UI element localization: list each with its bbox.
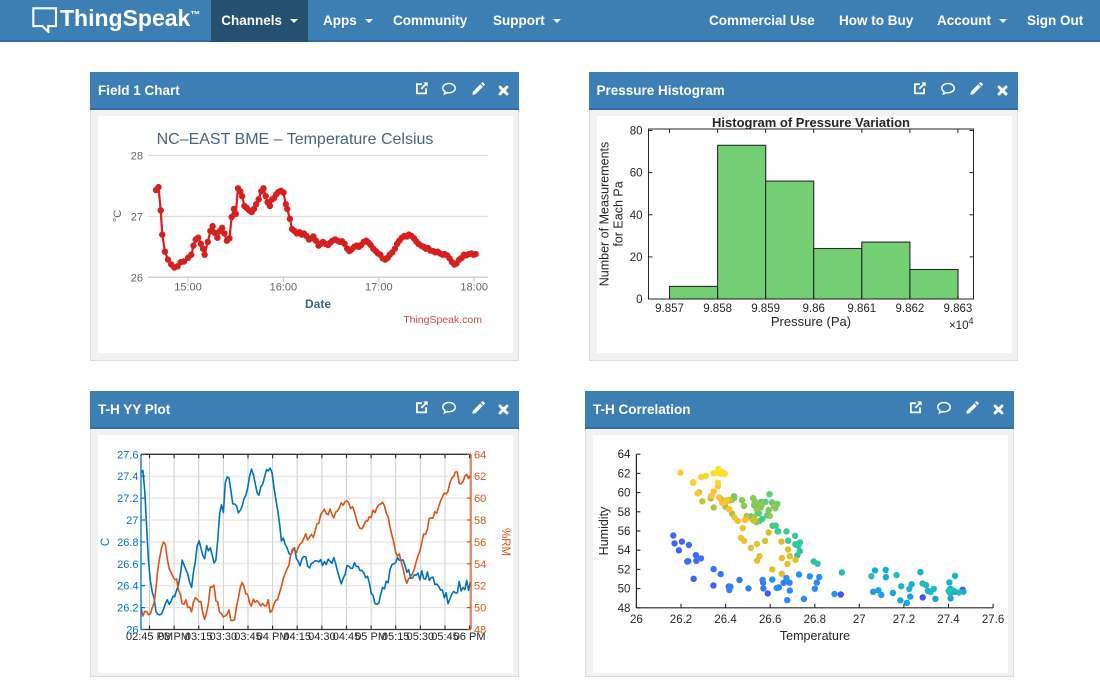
svg-text:64: 64 [474, 449, 486, 461]
svg-text:52: 52 [618, 564, 631, 576]
svg-text:Temperature: Temperature [780, 629, 850, 643]
svg-text:ThingSpeak.com: ThingSpeak.com [403, 314, 482, 326]
svg-text:03:30: 03:30 [210, 631, 238, 643]
svg-text:26: 26 [630, 614, 643, 626]
svg-text:58: 58 [474, 515, 486, 527]
svg-text:06 PM: 06 PM [454, 631, 486, 643]
svg-text:03:45: 03:45 [234, 631, 262, 643]
svg-text:26.2: 26.2 [670, 614, 692, 626]
svg-text:54: 54 [618, 545, 631, 557]
svg-text:15:00: 15:00 [174, 281, 202, 293]
svg-text:04:15: 04:15 [283, 631, 311, 643]
svg-text:9.86: 9.86 [802, 303, 824, 315]
svg-text:×104: ×104 [948, 316, 973, 332]
svg-text:9.862: 9.862 [895, 303, 924, 315]
svg-text:58: 58 [618, 507, 631, 519]
svg-text:50: 50 [618, 584, 631, 596]
svg-text:9.858: 9.858 [703, 303, 732, 315]
svg-text:04:45: 04:45 [333, 631, 361, 643]
svg-text:NC–EAST BME – Temperature Cels: NC–EAST BME – Temperature Celsius [157, 131, 434, 148]
svg-text:Humidity: Humidity [597, 506, 611, 555]
svg-text:80: 80 [629, 126, 642, 138]
svg-text:16:00: 16:00 [270, 281, 298, 293]
svg-text:26.2: 26.2 [117, 603, 138, 615]
svg-text:60: 60 [629, 168, 642, 180]
svg-text:Histogram of Pressure Variatio: Histogram of Pressure Variation [712, 116, 910, 130]
svg-text:02:45 PM: 02:45 PM [126, 631, 173, 643]
svg-text:27: 27 [853, 614, 866, 626]
svg-text:Date: Date [305, 297, 331, 311]
svg-text:03 PM: 03 PM [158, 631, 190, 643]
svg-text:°C: °C [112, 210, 124, 222]
svg-text:48: 48 [618, 603, 631, 615]
svg-text:05 PM: 05 PM [355, 631, 387, 643]
svg-text:27.2: 27.2 [893, 614, 915, 626]
svg-text:28: 28 [131, 150, 143, 162]
svg-text:05:15: 05:15 [382, 631, 410, 643]
svg-text:04:30: 04:30 [308, 631, 336, 643]
svg-text:52: 52 [474, 581, 486, 593]
svg-text:05:45: 05:45 [431, 631, 459, 643]
svg-text:27.2: 27.2 [117, 493, 138, 505]
svg-text:27: 27 [126, 515, 138, 527]
svg-text:27.6: 27.6 [982, 614, 1004, 626]
svg-text:26.8: 26.8 [804, 614, 826, 626]
svg-text:56: 56 [618, 526, 631, 538]
svg-text:%RM: %RM [499, 528, 511, 556]
svg-text:60: 60 [474, 493, 486, 505]
svg-text:Number of Measurementsfor Each: Number of Measurementsfor Each Pa [597, 142, 625, 287]
svg-text:64: 64 [618, 449, 631, 461]
svg-text:27: 27 [131, 211, 143, 223]
svg-text:26: 26 [126, 625, 138, 637]
svg-text:Pressure (Pa): Pressure (Pa) [770, 314, 850, 329]
svg-text:04 PM: 04 PM [257, 631, 289, 643]
svg-text:26.6: 26.6 [759, 614, 781, 626]
svg-text:26: 26 [131, 272, 143, 284]
svg-text:9.863: 9.863 [943, 303, 972, 315]
svg-text:56: 56 [474, 537, 486, 549]
svg-text:9.857: 9.857 [655, 303, 684, 315]
svg-text:40: 40 [629, 210, 642, 222]
svg-text:27.6: 27.6 [117, 449, 138, 461]
svg-text:9.861: 9.861 [847, 303, 876, 315]
svg-text:27.4: 27.4 [117, 471, 138, 483]
svg-text:18:00: 18:00 [460, 281, 488, 293]
svg-text:26.4: 26.4 [714, 614, 737, 626]
svg-text:26.4: 26.4 [117, 581, 138, 593]
svg-text:60: 60 [618, 488, 631, 500]
svg-text:17:00: 17:00 [365, 281, 393, 293]
svg-text:54: 54 [474, 559, 486, 571]
svg-text:48: 48 [474, 625, 486, 637]
svg-text:20: 20 [629, 252, 642, 264]
svg-text:62: 62 [474, 471, 486, 483]
svg-text:50: 50 [474, 603, 486, 615]
svg-text:26.6: 26.6 [117, 559, 138, 571]
svg-text:C: C [100, 538, 112, 546]
svg-text:9.859: 9.859 [751, 303, 780, 315]
svg-text:0: 0 [636, 294, 642, 306]
svg-text:62: 62 [618, 468, 631, 480]
svg-text:03:15: 03:15 [185, 631, 213, 643]
svg-text:05:30: 05:30 [407, 631, 435, 643]
svg-text:27.4: 27.4 [937, 614, 960, 626]
svg-text:26.8: 26.8 [117, 537, 138, 549]
